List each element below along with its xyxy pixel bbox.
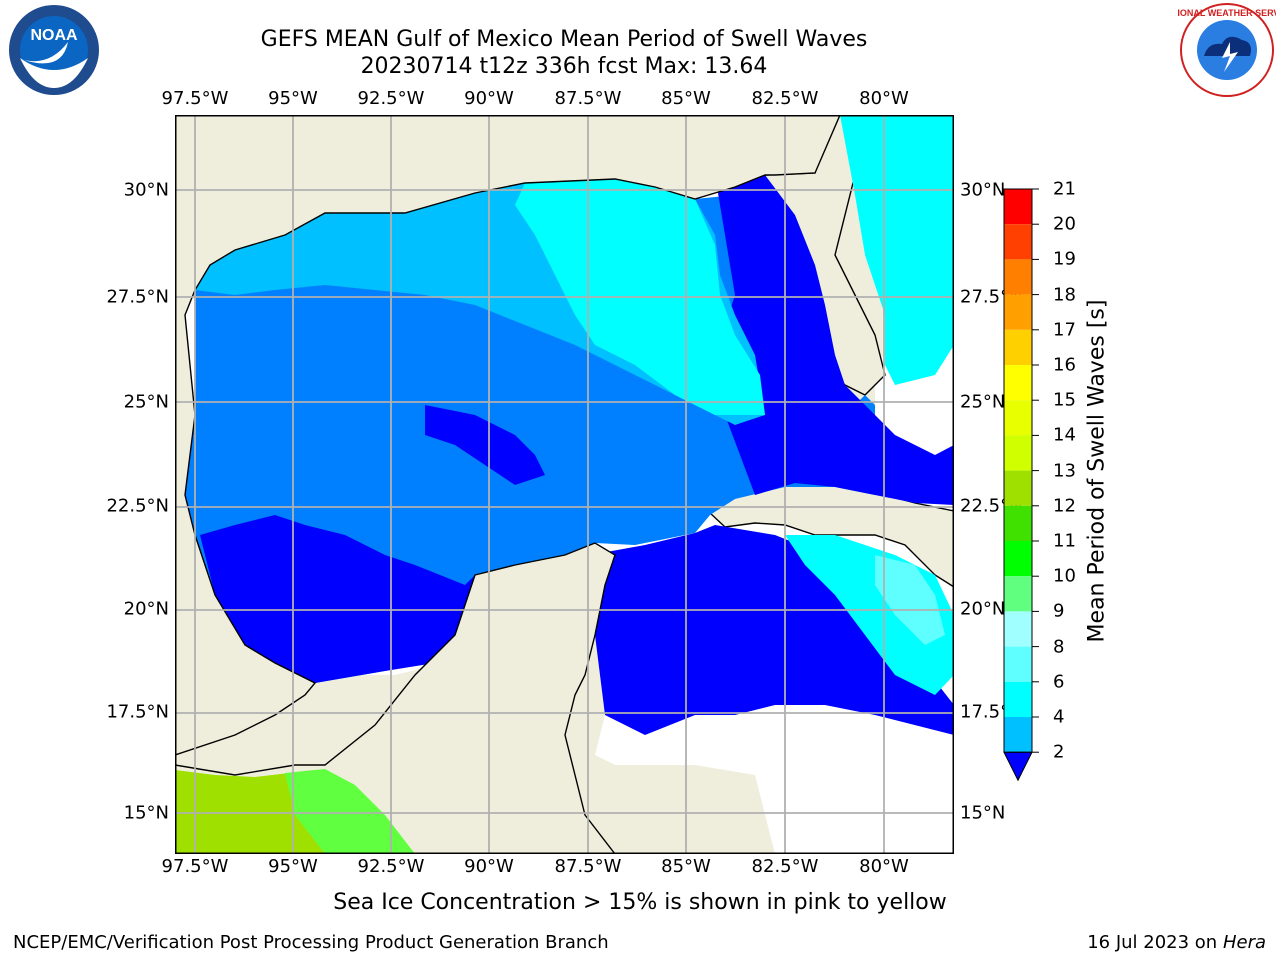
- colorbar-segment: [1004, 259, 1032, 295]
- colorbar-extend-triangle: [1003, 751, 1033, 782]
- colorbar-segment: [1004, 294, 1032, 330]
- lat-label-left: 25°N: [123, 391, 169, 413]
- colorbar-segment: [1004, 435, 1032, 471]
- gulf-of-mexico-map: [175, 115, 954, 854]
- lat-label-left: 27.5°N: [106, 286, 169, 308]
- lat-label-left: 30°N: [123, 179, 169, 201]
- colorbar-tick-label: 16: [1053, 354, 1076, 376]
- lon-label-bottom: 95°W: [268, 856, 318, 877]
- lon-label-bottom: 82.5°W: [751, 856, 819, 877]
- footer-date-text: 16 Jul 2023 on: [1087, 932, 1223, 953]
- lon-label-bottom: 90°W: [464, 856, 514, 877]
- lon-label-top: 95°W: [268, 88, 318, 109]
- lon-label-bottom: 80°W: [859, 856, 909, 877]
- colorbar-segment: [1004, 505, 1032, 541]
- lon-label-top: 85°W: [661, 88, 711, 109]
- lat-label-right: 30°N: [960, 179, 1006, 201]
- colorbar-tick-label: 4: [1053, 706, 1065, 728]
- colorbar-title: Mean Period of Swell Waves [s]: [1084, 299, 1110, 643]
- map-grid: [175, 115, 954, 854]
- lat-label-right: 25°N: [960, 391, 1006, 413]
- noaa-logo: NOAA: [7, 3, 101, 97]
- lat-label-right: 15°N: [960, 802, 1006, 824]
- lon-label-top: 90°W: [464, 88, 514, 109]
- colorbar-tick-label: 9: [1053, 600, 1065, 622]
- lon-label-top: 80°W: [859, 88, 909, 109]
- colorbar-segment: [1004, 329, 1032, 365]
- footer-date: 16 Jul 2023 on Hera: [1087, 932, 1266, 953]
- lon-label-bottom: 87.5°W: [554, 856, 622, 877]
- map-subtitle: 20230714 t12z 336h fcst Max: 13.64: [360, 54, 768, 79]
- lon-label-top: 92.5°W: [357, 88, 425, 109]
- colorbar-tick-label: 10: [1053, 565, 1076, 587]
- footer-host: Hera: [1222, 932, 1266, 953]
- colorbar-segment: [1004, 470, 1032, 506]
- colorbar-tick-label: 14: [1053, 424, 1076, 446]
- sea-ice-note: Sea Ice Concentration > 15% is shown in …: [333, 890, 947, 915]
- colorbar-tick-label: 18: [1053, 284, 1076, 306]
- colorbar-segment: [1004, 681, 1032, 717]
- map-title: GEFS MEAN Gulf of Mexico Mean Period of …: [260, 27, 868, 52]
- pacific-swell-region-green: [285, 769, 415, 854]
- noaa-logo-text: NOAA: [30, 27, 78, 44]
- colorbar-segment: [1004, 646, 1032, 682]
- lat-label-left: 20°N: [123, 598, 169, 620]
- colorbar-segment: [1004, 365, 1032, 401]
- colorbar-tick-label: 20: [1053, 213, 1076, 235]
- colorbar-tick-label: 6: [1053, 671, 1065, 693]
- map-frame: [175, 115, 954, 854]
- lon-label-bottom: 85°W: [661, 856, 711, 877]
- swell-region-2s-east: [715, 175, 954, 505]
- footer-credit: NCEP/EMC/Verification Post Processing Pr…: [13, 932, 609, 953]
- colorbar-tick-label: 15: [1053, 389, 1076, 411]
- lon-label-top: 87.5°W: [554, 88, 622, 109]
- colorbar-segment: [1004, 224, 1032, 260]
- nws-logo: NATIONAL WEATHER SERVICE: [1178, 3, 1276, 97]
- colorbar-segment: [1004, 576, 1032, 612]
- colorbar-segment: [1004, 400, 1032, 436]
- swell-region-6s-atlantic: [840, 115, 954, 385]
- mexico-land: [175, 115, 954, 756]
- colorbar-tick-label: 12: [1053, 495, 1076, 517]
- lon-label-bottom: 97.5°W: [161, 856, 229, 877]
- no-data-south: [595, 705, 954, 854]
- colorbar-tick-label: 19: [1053, 248, 1076, 270]
- swell-region-8s: [875, 555, 945, 645]
- colorbar-tick-label: 13: [1053, 460, 1076, 482]
- colorbar-segment: [1004, 611, 1032, 647]
- colorbar-tick-label: 17: [1053, 319, 1076, 341]
- lon-label-top: 97.5°W: [161, 88, 229, 109]
- swell-region-2s-south: [590, 525, 954, 755]
- lat-label-left: 17.5°N: [106, 701, 169, 723]
- colorbar-tick-label: 8: [1053, 636, 1065, 658]
- colorbar-tick-label: 2: [1053, 741, 1065, 763]
- lat-label-right: 20°N: [960, 598, 1006, 620]
- lat-label-left: 15°N: [123, 802, 169, 824]
- lon-label-top: 82.5°W: [751, 88, 819, 109]
- colorbar-segment: [1004, 541, 1032, 577]
- swell-region-2s-central: [425, 405, 545, 485]
- colorbar-segment: [1004, 189, 1032, 225]
- colorbar-tick-label: 21: [1053, 178, 1076, 200]
- lat-label-left: 22.5°N: [106, 495, 169, 517]
- colorbar: [1003, 188, 1039, 782]
- colorbar-segment: [1004, 717, 1032, 753]
- nws-logo-text: NATIONAL WEATHER SERVICE: [1178, 8, 1276, 18]
- swell-region-2s: [200, 515, 475, 683]
- colorbar-tick-label: 11: [1053, 530, 1076, 552]
- lon-label-bottom: 92.5°W: [357, 856, 425, 877]
